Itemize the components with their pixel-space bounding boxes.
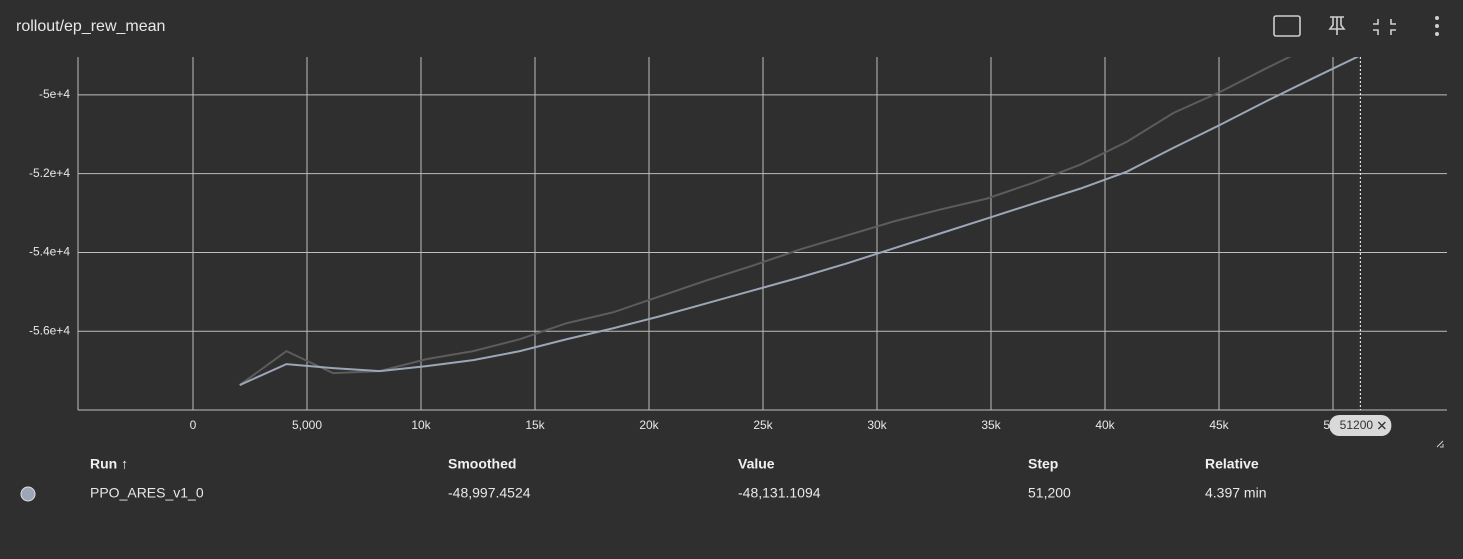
pin-button[interactable] xyxy=(1328,16,1346,35)
y-tick-label: -5.2e+4 xyxy=(29,166,70,180)
x-tick-label: 35k xyxy=(981,418,1001,432)
column-header: Value xyxy=(738,456,775,472)
table-cell: -48,131.1094 xyxy=(738,485,821,501)
y-tick-label: -5.6e+4 xyxy=(29,323,70,337)
hover-close xyxy=(1377,421,1386,430)
series-line xyxy=(239,57,1292,386)
x-tick-label: 0 xyxy=(190,418,197,432)
run-color-dot xyxy=(20,486,36,502)
collapse-button[interactable] xyxy=(1373,19,1396,35)
table-cell: -48,997.4524 xyxy=(448,485,531,501)
x-tick-label: 10k xyxy=(411,418,431,432)
series-line xyxy=(239,57,1360,386)
column-header: Smoothed xyxy=(448,456,516,472)
table-cell: 51,200 xyxy=(1028,485,1071,501)
x-tick-label: 25k xyxy=(753,418,773,432)
toolbar xyxy=(1273,15,1439,37)
column-header: Run ↑ xyxy=(90,456,128,472)
plot xyxy=(239,57,1360,386)
card-title: rollout/ep_rew_mean xyxy=(16,18,165,35)
x-tick-label: 5,000 xyxy=(292,418,322,432)
hover-badge xyxy=(1329,415,1392,436)
x-tick-label: 20k xyxy=(639,418,659,432)
y-tick-label: -5.4e+4 xyxy=(29,245,70,259)
fit-button[interactable] xyxy=(1273,15,1301,37)
resize-handle[interactable] xyxy=(1436,440,1444,448)
menu-button[interactable] xyxy=(1435,16,1439,36)
y-tick-label: -5e+4 xyxy=(39,87,70,101)
x-tick-label: 45k xyxy=(1209,418,1229,432)
table-cell: 4.397 min xyxy=(1205,485,1266,501)
column-header: Step xyxy=(1028,456,1058,472)
hover-step-label: 51200 xyxy=(1340,418,1374,432)
column-header: Relative xyxy=(1205,456,1259,472)
x-tick-label: 40k xyxy=(1095,418,1115,432)
x-tick-label: 15k xyxy=(525,418,545,432)
x-tick-label: 30k xyxy=(867,418,887,432)
table-cell: PPO_ARES_v1_0 xyxy=(90,485,204,501)
